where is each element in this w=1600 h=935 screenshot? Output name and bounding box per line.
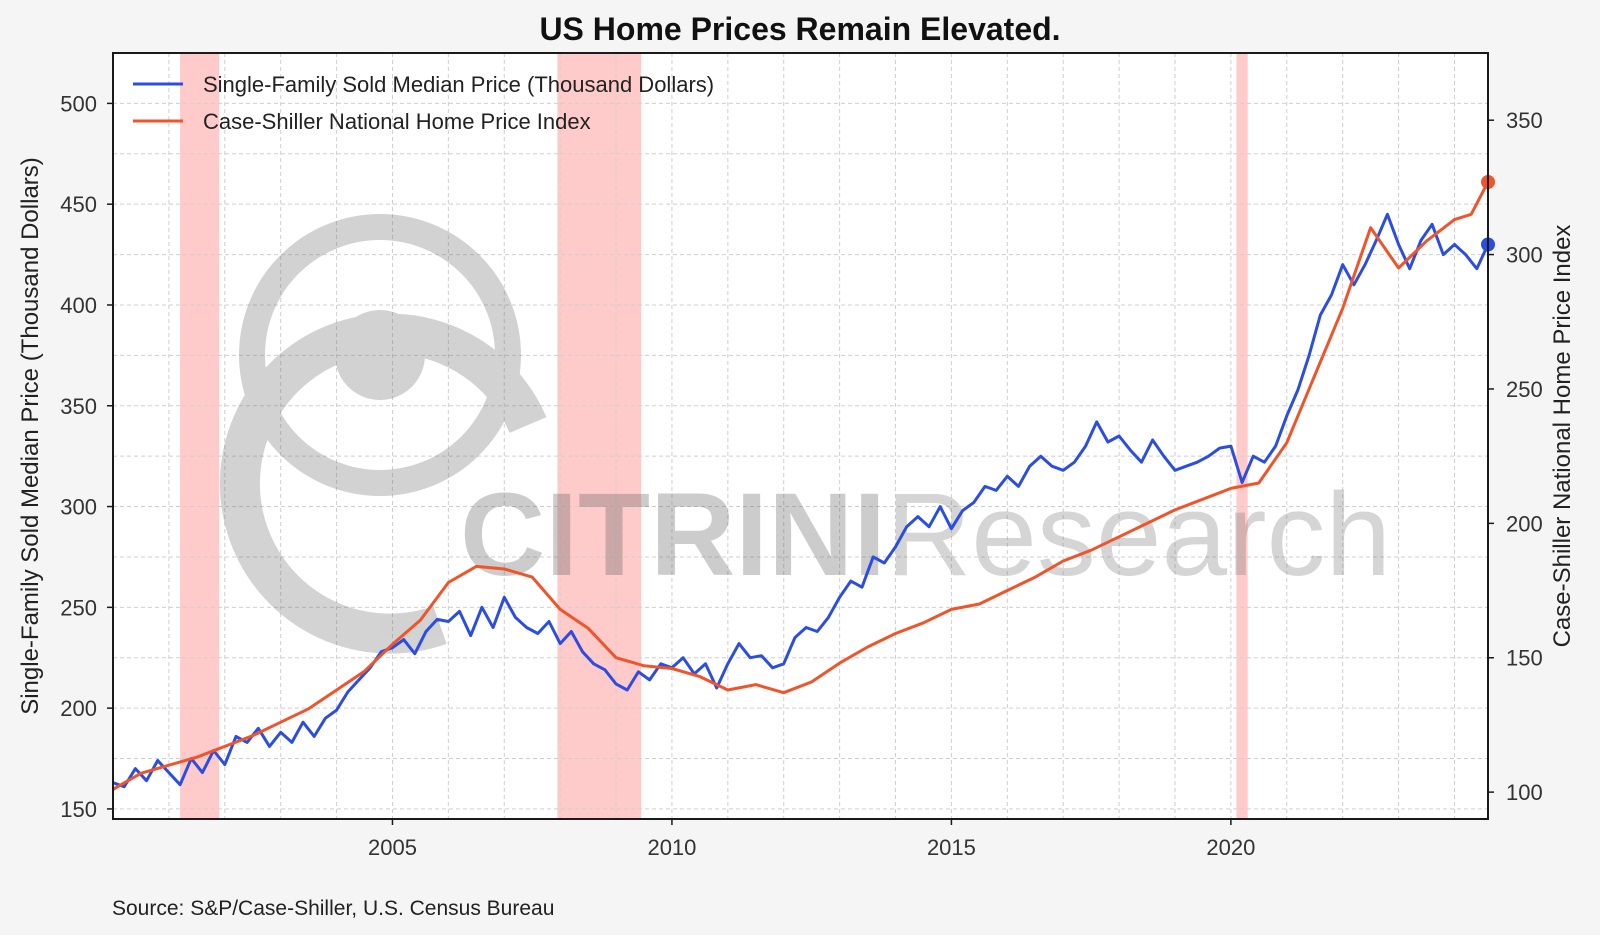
watermark-suffix: Research — [886, 469, 1391, 601]
svg-text:CITRINIResearch: CITRINIResearch — [460, 469, 1391, 601]
series-lines — [113, 180, 1488, 791]
left-tick-label-450: 450 — [60, 192, 97, 217]
right-axis-ticks: 100 150 200 250 300 350 — [1488, 108, 1543, 805]
x-axis-ticks: 2005 2010 2015 2020 — [368, 819, 1255, 860]
right-tick-label-100: 100 — [1506, 780, 1543, 805]
recession-bands — [180, 53, 1248, 819]
source-note: Source: S&P/Case-Shiller, U.S. Census Bu… — [112, 897, 554, 920]
plot-background — [113, 53, 1488, 819]
left-axis-ticks: 150 200 250 300 350 400 450 500 — [60, 91, 113, 822]
right-tick-label-200: 200 — [1506, 511, 1543, 536]
left-tick-label-300: 300 — [60, 495, 97, 520]
left-tick-label-200: 200 — [60, 696, 97, 721]
right-axis-label: Case-Shiller National Home Price Index — [1549, 225, 1576, 648]
watermark-swoosh — [219, 313, 547, 654]
left-tick-label-400: 400 — [60, 293, 97, 318]
right-tick-label-150: 150 — [1506, 646, 1543, 671]
plot-frame — [112, 52, 1489, 820]
left-axis-label: Single-Family Sold Median Price (Thousan… — [17, 157, 44, 715]
x-tick-label-2020: 2020 — [1206, 835, 1255, 860]
right-tick-label-350: 350 — [1506, 108, 1543, 133]
watermark-head — [335, 310, 425, 400]
recession-band-2 — [1236, 53, 1248, 819]
series-line-case-shiller — [113, 180, 1488, 791]
left-tick-label-350: 350 — [60, 394, 97, 419]
legend: Single-Family Sold Median Price (Thousan… — [133, 72, 714, 134]
right-tick-label-250: 250 — [1506, 377, 1543, 402]
chart-title: US Home Prices Remain Elevated. — [539, 11, 1060, 47]
left-tick-label-250: 250 — [60, 595, 97, 620]
x-tick-label-2015: 2015 — [927, 835, 976, 860]
legend-label-case-shiller: Case-Shiller National Home Price Index — [203, 109, 591, 134]
recession-band-1 — [557, 53, 642, 819]
watermark-ring — [239, 214, 521, 496]
right-tick-label-300: 300 — [1506, 243, 1543, 268]
recession-band-0 — [180, 53, 220, 819]
left-tick-label-150: 150 — [60, 797, 97, 822]
x-tick-label-2005: 2005 — [368, 835, 417, 860]
watermark-brand: CITRINI — [460, 469, 886, 601]
x-tick-label-2010: 2010 — [647, 835, 696, 860]
left-tick-label-500: 500 — [60, 91, 97, 116]
legend-label-median-price: Single-Family Sold Median Price (Thousan… — [203, 72, 714, 97]
series-line-median-price — [113, 212, 1488, 789]
watermark-logo: CITRINIResearch — [219, 214, 1391, 654]
